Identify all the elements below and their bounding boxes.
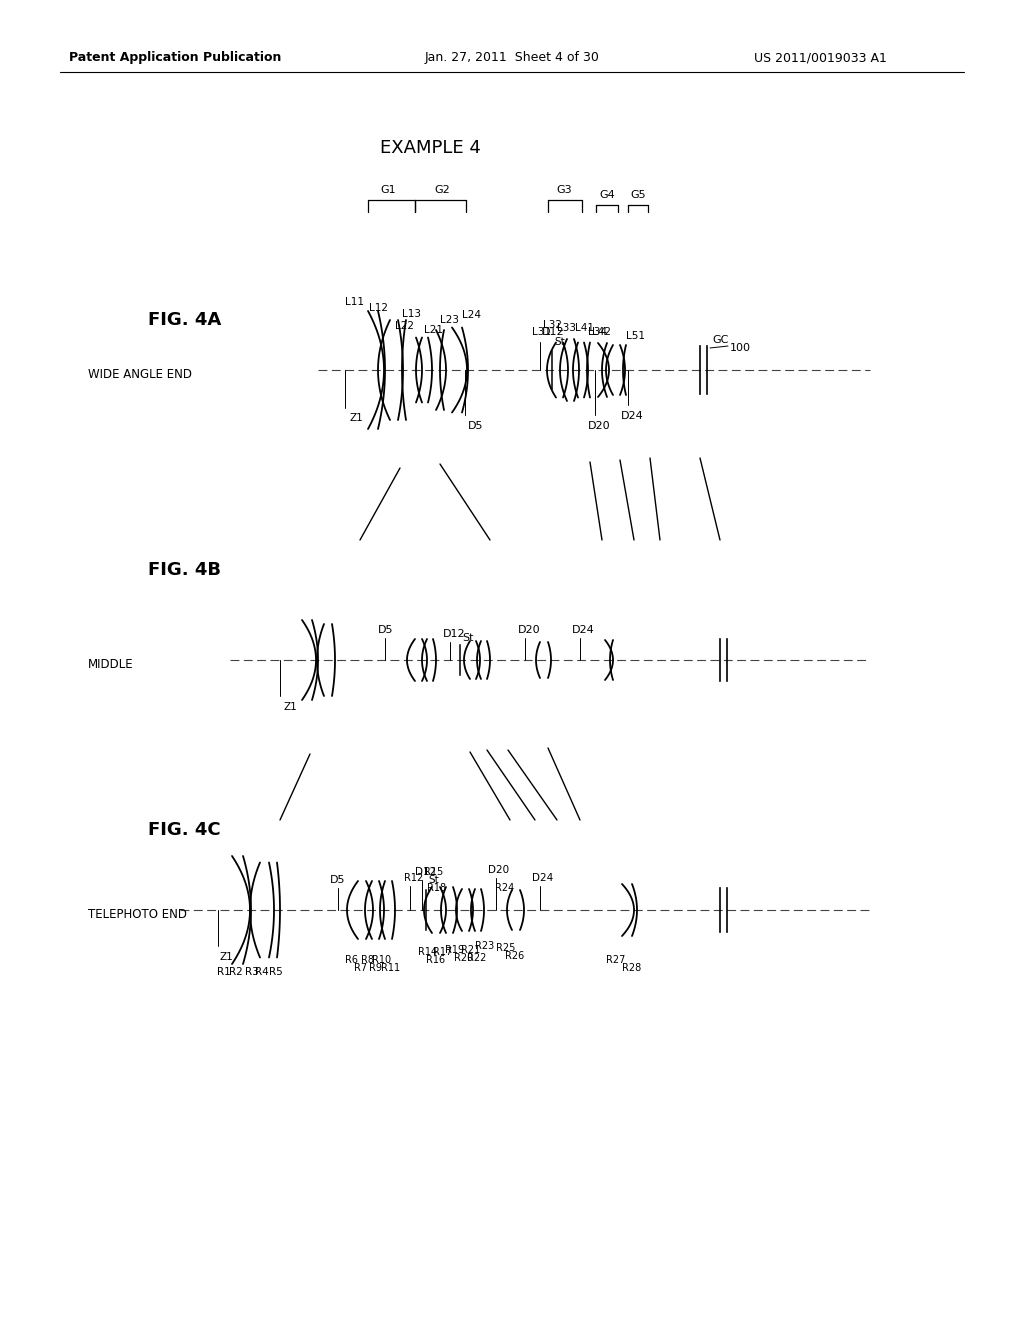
Text: L32: L32: [543, 319, 562, 330]
Text: R21: R21: [462, 945, 480, 954]
Text: D24: D24: [621, 411, 644, 421]
Text: Z1: Z1: [350, 413, 364, 422]
Text: EXAMPLE 4: EXAMPLE 4: [380, 139, 480, 157]
Text: L34: L34: [588, 327, 607, 337]
Text: St: St: [554, 337, 565, 347]
Text: R6: R6: [345, 954, 358, 965]
Text: D5: D5: [378, 624, 393, 635]
Text: WIDE ANGLE END: WIDE ANGLE END: [88, 368, 193, 381]
Text: R7: R7: [354, 964, 368, 973]
Text: R9: R9: [370, 964, 383, 973]
Text: R2: R2: [229, 968, 243, 977]
Text: R24: R24: [495, 883, 514, 894]
Text: D20: D20: [588, 421, 610, 432]
Text: 100: 100: [730, 343, 751, 352]
Text: D24: D24: [532, 873, 553, 883]
Text: R1: R1: [217, 968, 230, 977]
Text: TELEPHOTO END: TELEPHOTO END: [88, 908, 187, 921]
Text: R12: R12: [404, 873, 423, 883]
Text: R18: R18: [427, 883, 446, 894]
Text: R27: R27: [606, 954, 626, 965]
Text: Patent Application Publication: Patent Application Publication: [69, 51, 282, 65]
Text: L11: L11: [345, 297, 364, 308]
Text: G5: G5: [630, 190, 646, 201]
Text: L31: L31: [532, 327, 551, 337]
Text: D12: D12: [415, 867, 436, 876]
Text: L21: L21: [424, 325, 443, 335]
Text: R16: R16: [426, 954, 445, 965]
Text: R19: R19: [445, 945, 465, 954]
Text: D24: D24: [572, 624, 595, 635]
Text: L12: L12: [369, 304, 388, 313]
Text: D5: D5: [330, 875, 345, 884]
Text: R23: R23: [475, 941, 495, 950]
Text: D20: D20: [518, 624, 541, 635]
Text: R20: R20: [455, 953, 474, 964]
Text: G3: G3: [556, 185, 571, 195]
Text: Jan. 27, 2011  Sheet 4 of 30: Jan. 27, 2011 Sheet 4 of 30: [425, 51, 599, 65]
Text: GC: GC: [712, 335, 728, 345]
Text: US 2011/0019033 A1: US 2011/0019033 A1: [754, 51, 887, 65]
Text: FIG. 4B: FIG. 4B: [148, 561, 221, 579]
Text: L41: L41: [575, 323, 594, 333]
Text: R8: R8: [361, 954, 375, 965]
Text: L51: L51: [626, 331, 645, 341]
Text: R5: R5: [269, 968, 283, 977]
Text: G4: G4: [599, 190, 614, 201]
Text: L42: L42: [592, 327, 611, 337]
Text: L24: L24: [462, 310, 481, 319]
Text: Z1: Z1: [220, 952, 233, 962]
Text: G1: G1: [380, 185, 396, 195]
Text: L33: L33: [557, 323, 575, 333]
Text: G2: G2: [434, 185, 450, 195]
Text: L13: L13: [402, 309, 421, 319]
Text: R10: R10: [373, 954, 391, 965]
Text: R26: R26: [506, 950, 524, 961]
Text: FIG. 4A: FIG. 4A: [148, 312, 221, 329]
Text: St: St: [462, 634, 473, 643]
Text: R15: R15: [424, 867, 443, 876]
Text: R11: R11: [381, 964, 400, 973]
Text: Z1: Z1: [283, 702, 297, 711]
Text: R25: R25: [497, 942, 516, 953]
Text: FIG. 4C: FIG. 4C: [148, 821, 220, 840]
Text: R14: R14: [419, 946, 437, 957]
Text: R3: R3: [245, 968, 259, 977]
Text: R22: R22: [467, 953, 486, 964]
Text: R17: R17: [433, 946, 453, 957]
Text: MIDDLE: MIDDLE: [88, 659, 133, 672]
Text: St: St: [428, 875, 438, 884]
Text: L23: L23: [440, 315, 459, 325]
Text: D5: D5: [468, 421, 483, 432]
Text: R4: R4: [255, 968, 269, 977]
Text: R28: R28: [623, 964, 642, 973]
Text: L22: L22: [395, 321, 414, 331]
Text: D12: D12: [542, 327, 564, 337]
Text: D20: D20: [488, 865, 509, 875]
Text: D12: D12: [443, 630, 466, 639]
